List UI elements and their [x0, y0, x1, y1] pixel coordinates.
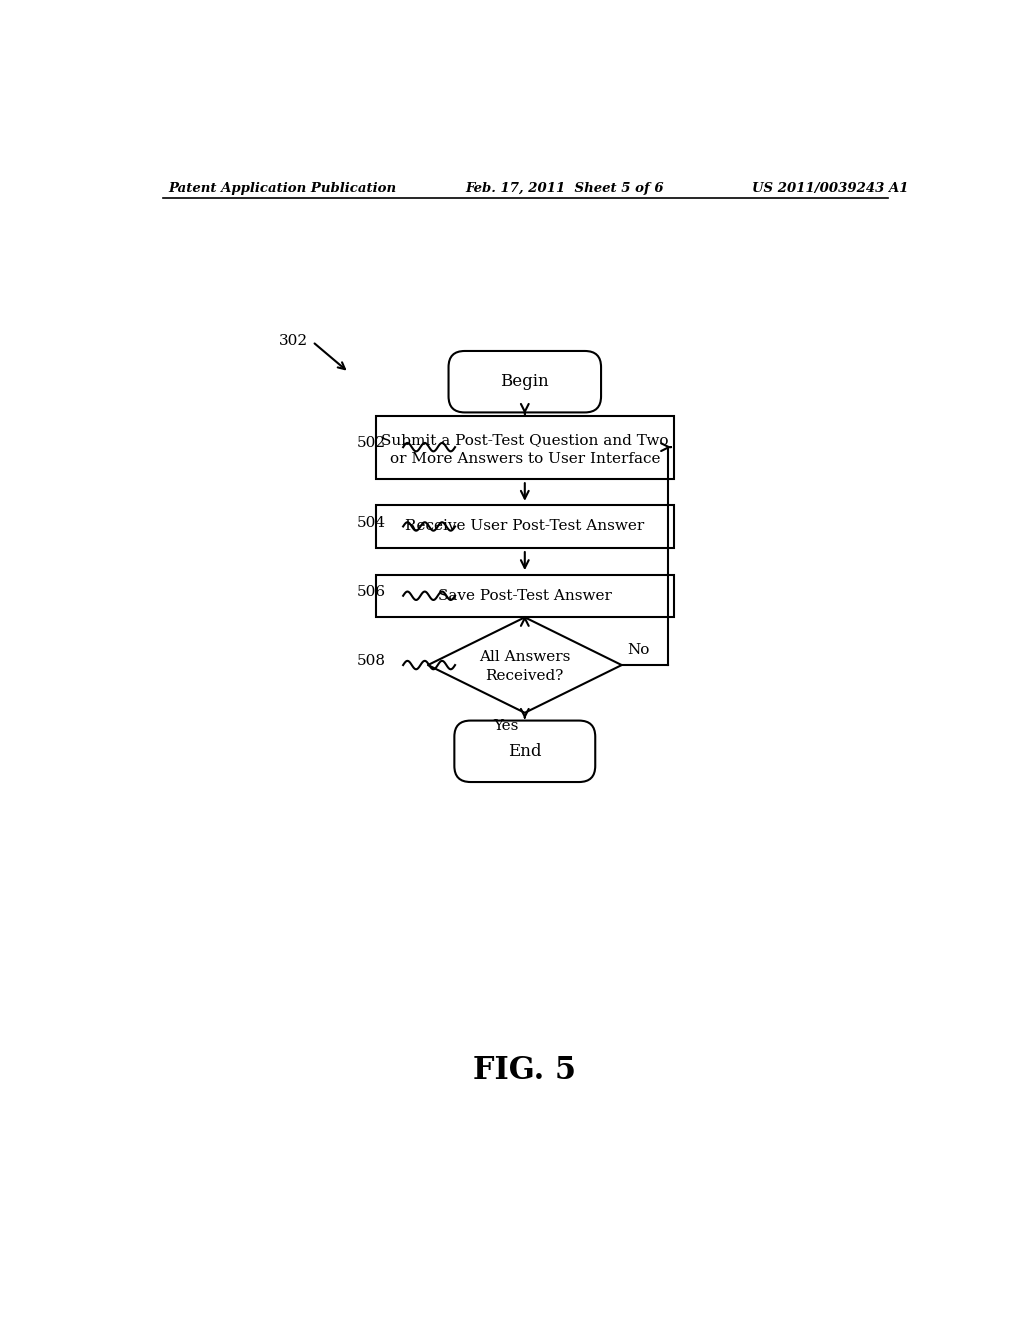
Text: Feb. 17, 2011  Sheet 5 of 6: Feb. 17, 2011 Sheet 5 of 6	[465, 182, 664, 194]
Text: US 2011/0039243 A1: US 2011/0039243 A1	[752, 182, 908, 194]
Text: Save Post-Test Answer: Save Post-Test Answer	[438, 589, 611, 603]
Text: Submit a Post-Test Question and Two: Submit a Post-Test Question and Two	[381, 433, 669, 447]
Text: Patent Application Publication: Patent Application Publication	[168, 182, 396, 194]
Text: Yes: Yes	[494, 719, 518, 733]
Text: 502: 502	[357, 437, 386, 450]
Text: 504: 504	[357, 516, 386, 529]
Text: End: End	[508, 743, 542, 760]
Text: Received?: Received?	[485, 669, 564, 682]
Text: Receive User Post-Test Answer: Receive User Post-Test Answer	[406, 520, 644, 533]
Text: No: No	[627, 643, 649, 657]
FancyBboxPatch shape	[376, 574, 674, 616]
Text: or More Answers to User Interface: or More Answers to User Interface	[389, 451, 660, 466]
Text: 506: 506	[357, 585, 386, 599]
Text: 302: 302	[280, 334, 308, 348]
FancyBboxPatch shape	[376, 416, 674, 479]
FancyBboxPatch shape	[449, 351, 601, 412]
Text: FIG. 5: FIG. 5	[473, 1056, 577, 1086]
Text: Begin: Begin	[501, 374, 549, 391]
FancyBboxPatch shape	[376, 506, 674, 548]
Text: 508: 508	[357, 655, 386, 668]
Text: All Answers: All Answers	[479, 651, 570, 664]
FancyBboxPatch shape	[455, 721, 595, 781]
